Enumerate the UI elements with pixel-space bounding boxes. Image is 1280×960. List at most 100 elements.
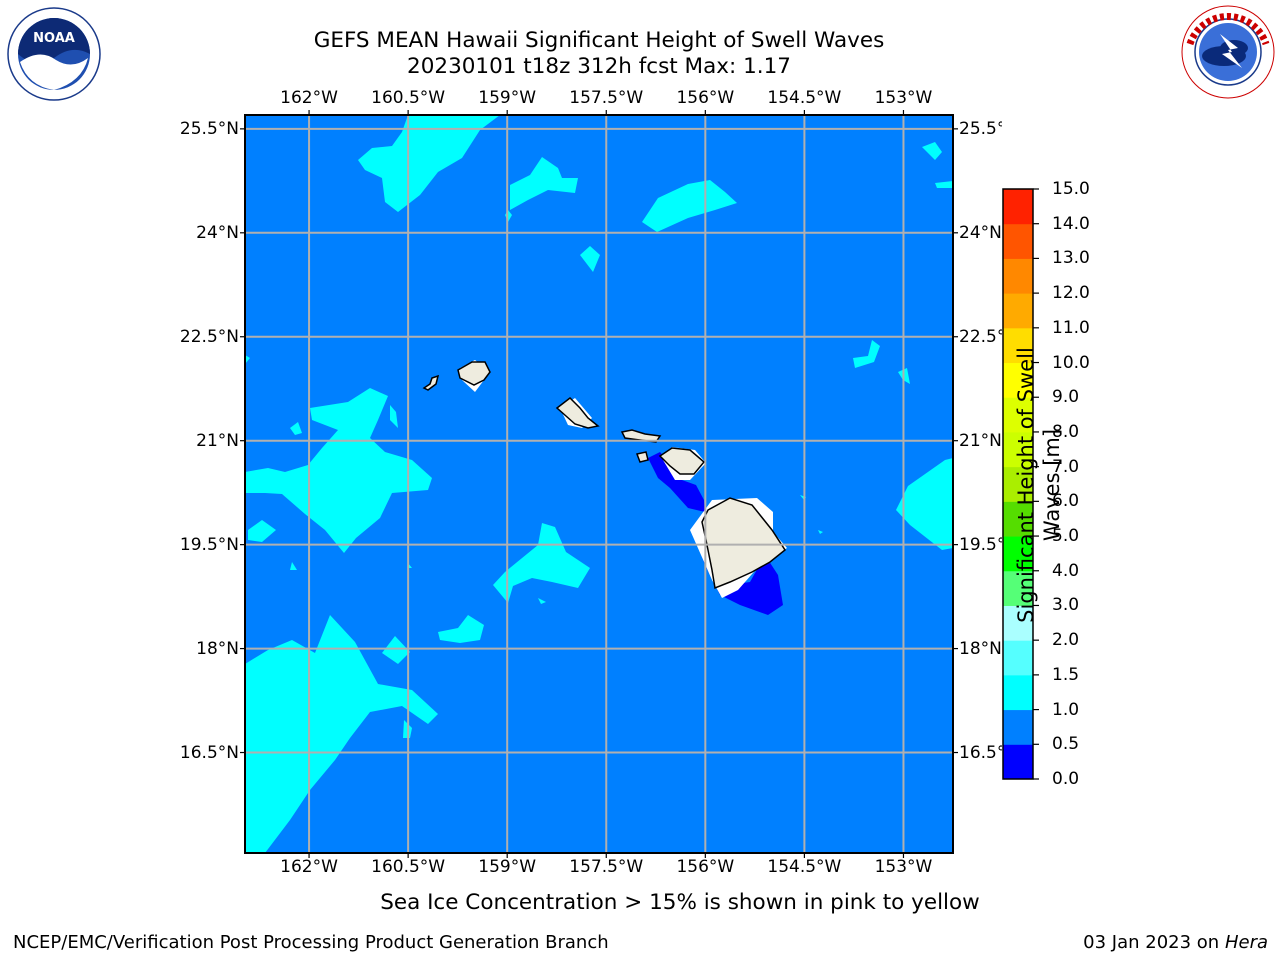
colorbar-swatch <box>1003 709 1033 745</box>
svg-text:NOAA: NOAA <box>33 31 75 46</box>
lat-tick-label: 25.5°N <box>959 118 1002 139</box>
colorbar-swatch <box>1003 223 1033 259</box>
island-oahu <box>555 397 600 429</box>
colorbar-swatch <box>1003 327 1033 364</box>
colorbar-tick-label: 5.0 <box>1052 526 1080 547</box>
colorbar-tick-label: 1.0 <box>1052 699 1080 720</box>
footer-date-text: 03 Jan 2023 on <box>1083 932 1225 953</box>
swell-region <box>245 355 250 364</box>
island-kauai <box>457 361 491 386</box>
colorbar-swatch <box>1003 293 1033 329</box>
colorbar-swatch <box>1003 466 1033 502</box>
colorbar-swatch <box>1003 431 1033 468</box>
swell-region <box>248 520 276 542</box>
lat-tick-label: 24°N <box>196 222 239 243</box>
lat-tick-label: 16.5°N <box>179 742 239 763</box>
lat-tick-label: 25.5°N <box>179 118 239 139</box>
lat-tick-label: 21°N <box>196 430 239 451</box>
map-title-line1: GEFS MEAN Hawaii Significant Height of S… <box>313 28 885 53</box>
colorbar-tick-label: 15.0 <box>1052 179 1090 199</box>
swell-region <box>922 142 942 160</box>
colorbar-tick-label: 9.0 <box>1052 387 1080 408</box>
swell-region <box>290 562 297 570</box>
colorbar <box>1002 188 1039 780</box>
nws-logo <box>1180 4 1276 100</box>
lon-tick-label: 159°W <box>478 857 537 877</box>
colorbar-swatch <box>1003 570 1033 606</box>
map-gridlines <box>245 115 953 853</box>
footer-date: 03 Jan 2023 on Hera <box>1083 932 1268 954</box>
lon-tick-label: 157.5°W <box>569 88 644 108</box>
swell-region <box>642 180 737 232</box>
colorbar-tick-label: 10.0 <box>1052 352 1090 373</box>
lat-tick-label: 18°N <box>196 638 239 659</box>
island-niihau <box>422 374 440 391</box>
colorbar-tick-label: 11.0 <box>1052 317 1090 338</box>
lon-tick-label: 162°W <box>280 857 338 877</box>
lon-tick-label: 160.5°W <box>371 857 446 877</box>
colorbar-tick-label: 2.0 <box>1052 630 1080 651</box>
swell-region <box>853 340 880 368</box>
colorbar-title: Significant Height of Swell Waves [m] <box>1013 345 1065 625</box>
colorbar-title-line1: Significant Height of Swell <box>1014 347 1038 623</box>
swell-region <box>510 157 578 210</box>
colorbar-title-line2: Waves [m] <box>1040 428 1064 542</box>
lon-tick-label: 153°W <box>874 88 933 108</box>
lon-tick-label: 160.5°W <box>371 88 446 108</box>
colorbar-tick-label: 13.0 <box>1052 248 1090 269</box>
swell-region <box>580 246 600 272</box>
island-maui <box>658 447 706 475</box>
swell-region <box>692 530 783 615</box>
colorbar-tick-label: 8.0 <box>1052 421 1080 442</box>
swell-region <box>390 405 398 428</box>
colorbar-tick-label: 0.0 <box>1052 769 1080 789</box>
lat-tick-label: 19.5°N <box>959 534 1002 555</box>
colorbar-swatch <box>1003 744 1033 780</box>
colorbar-tick-label: 3.0 <box>1052 595 1080 616</box>
colorbar-tick-label: 4.0 <box>1052 560 1080 581</box>
lat-tick-label: 16.5°N <box>959 742 1002 763</box>
colorbar-swatch <box>1003 536 1033 572</box>
footer-machine: Hera <box>1224 932 1268 953</box>
noaa-logo: NOAA <box>6 6 102 102</box>
lon-tick-label: 154.5°W <box>767 88 842 108</box>
swell-region <box>648 452 705 512</box>
swell-region <box>935 181 953 188</box>
swell-region <box>818 530 823 534</box>
swell-region <box>245 615 438 853</box>
swell-region <box>245 388 432 553</box>
footer-branch: NCEP/EMC/Verification Post Processing Pr… <box>13 932 609 953</box>
colorbar-swatch <box>1003 501 1033 537</box>
colorbar-tick-label: 0.5 <box>1052 734 1080 755</box>
lon-tick-label: 159°W <box>478 88 537 108</box>
colorbar-tick-label: 12.0 <box>1052 283 1090 304</box>
swell-region <box>290 422 302 435</box>
swell-region <box>438 615 484 643</box>
colorbar-swatch <box>1003 674 1033 711</box>
colorbar-swatch <box>1003 640 1033 676</box>
lon-tick-label: 156°W <box>676 88 735 108</box>
island-molokai <box>620 429 662 443</box>
lon-tick-label: 162°W <box>280 88 338 108</box>
swell-region <box>358 115 500 212</box>
colorbar-tick-label: 7.0 <box>1052 456 1080 477</box>
lat-tick-label: 24°N <box>959 222 1002 243</box>
swell-region <box>538 598 546 604</box>
lat-tick-label: 22.5°N <box>959 326 1002 347</box>
colorbar-tick-label: 1.5 <box>1052 664 1080 685</box>
swell-region <box>382 636 410 664</box>
lon-tick-label: 153°W <box>874 857 933 877</box>
lon-tick-label: 156°W <box>676 857 735 877</box>
swell-region <box>493 523 590 603</box>
colorbar-tick-label: 14.0 <box>1052 213 1090 234</box>
colorbar-swatch <box>1003 362 1033 398</box>
map-title-line2: 20230101 t18z 312h fcst Max: 1.17 <box>407 54 791 79</box>
colorbar-swatch <box>1003 258 1033 294</box>
map-frame <box>244 114 954 854</box>
island-lanai <box>635 451 649 463</box>
colorbar-swatch <box>1003 605 1033 641</box>
lat-tick-label: 18°N <box>959 638 1002 659</box>
lon-tick-label: 157.5°W <box>569 857 644 877</box>
colorbar-swatch <box>1003 189 1033 225</box>
